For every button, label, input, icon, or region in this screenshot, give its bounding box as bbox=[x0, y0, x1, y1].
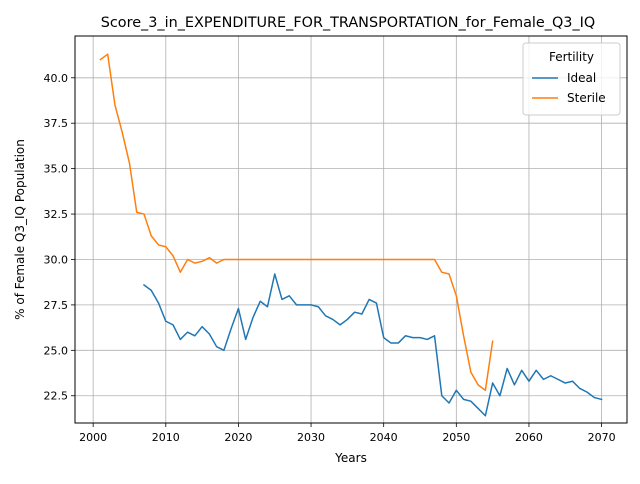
x-axis-label: Years bbox=[334, 451, 367, 465]
series-line-sterile bbox=[99, 53, 494, 392]
y-axis-label: % of Female Q3_IQ Population bbox=[13, 139, 27, 320]
grid bbox=[75, 36, 627, 423]
chart-title: Score_3_in_EXPENDITURE_FOR_TRANSPORTATIO… bbox=[101, 15, 595, 31]
y-tick-label: 40.0 bbox=[44, 72, 69, 85]
y-tick-label: 22.5 bbox=[44, 390, 69, 403]
x-tick-label: 2000 bbox=[79, 431, 107, 444]
x-tick-label: 2070 bbox=[588, 431, 616, 444]
y-tick-label: 27.5 bbox=[44, 299, 69, 312]
legend-title: Fertility bbox=[549, 50, 594, 64]
y-tick-label: 32.5 bbox=[44, 208, 69, 221]
y-tick-label: 30.0 bbox=[44, 253, 69, 266]
series-line-ideal bbox=[142, 273, 603, 417]
legend: Fertility Ideal Sterile bbox=[522, 42, 621, 116]
y-tick-label: 37.5 bbox=[44, 117, 69, 130]
x-tick-label: 2030 bbox=[297, 431, 325, 444]
x-tick-label: 2060 bbox=[515, 431, 543, 444]
x-tick-label: 2050 bbox=[442, 431, 470, 444]
y-tick-label: 25.0 bbox=[44, 344, 69, 357]
x-tick-label: 2040 bbox=[370, 431, 398, 444]
legend-label-ideal: Ideal bbox=[567, 71, 596, 85]
x-tick-label: 2010 bbox=[152, 431, 180, 444]
legend-label-sterile: Sterile bbox=[567, 91, 606, 105]
plot-frame bbox=[74, 35, 628, 424]
series-layer bbox=[99, 53, 603, 417]
x-tick-label: 2020 bbox=[224, 431, 252, 444]
x-axis-ticks: 2000 2010 2020 2030 2040 2050 2060 2070 bbox=[79, 423, 616, 444]
y-tick-label: 35.0 bbox=[44, 163, 69, 176]
legend-box bbox=[522, 42, 621, 116]
y-axis-ticks: 22.5 25.0 27.5 30.0 32.5 35.0 37.5 40.0 bbox=[44, 72, 75, 403]
